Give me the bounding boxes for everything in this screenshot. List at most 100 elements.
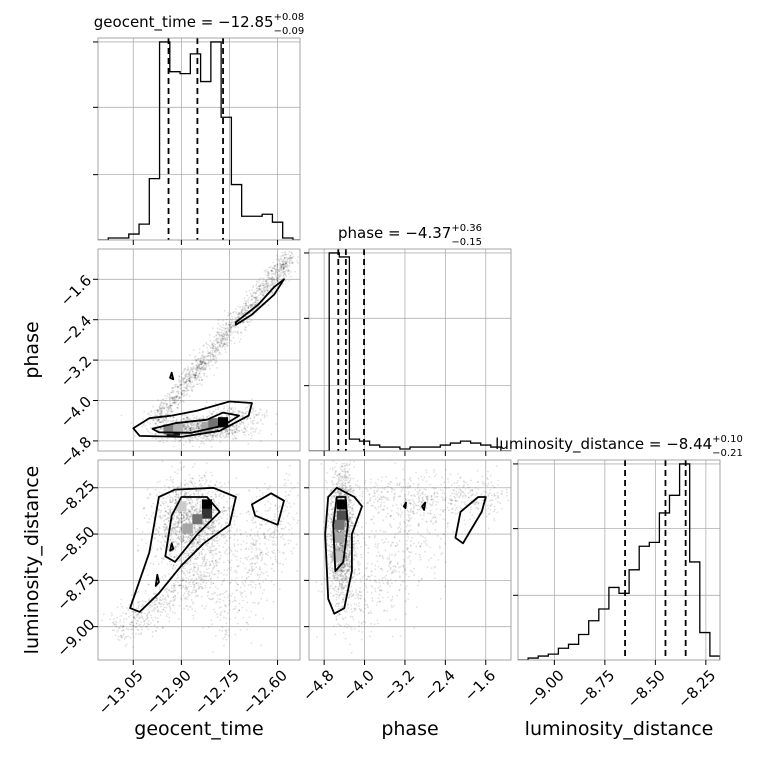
- sample-point: [189, 502, 191, 504]
- sample-point: [227, 335, 230, 337]
- sample-point: [300, 508, 302, 510]
- sample-point: [253, 297, 256, 299]
- sample-point: [267, 551, 270, 554]
- sample-point: [191, 385, 194, 388]
- sample-point: [180, 433, 182, 436]
- sample-point: [204, 574, 206, 577]
- sample-point: [129, 623, 132, 626]
- sample-point: [183, 374, 186, 377]
- sample-point: [250, 573, 252, 576]
- sample-point: [238, 609, 241, 612]
- sample-point: [251, 303, 254, 306]
- sample-point: [218, 435, 221, 438]
- sample-point: [278, 275, 281, 278]
- sample-point: [180, 529, 183, 532]
- sample-point: [251, 420, 254, 422]
- sample-point: [262, 277, 265, 280]
- sample-point: [259, 277, 262, 279]
- sample-point: [218, 334, 221, 337]
- sample-point: [231, 321, 234, 324]
- sample-point: [224, 535, 227, 538]
- sample-point: [228, 415, 231, 417]
- sample-point: [140, 615, 143, 617]
- sample-point: [199, 506, 202, 508]
- sample-point: [255, 287, 258, 289]
- sample-point: [228, 433, 231, 435]
- sample-point: [202, 366, 204, 368]
- sample-point: [163, 539, 166, 541]
- sample-point: [184, 423, 186, 426]
- sample-point: [206, 437, 209, 440]
- sample-point: [219, 557, 222, 560]
- sample-point: [157, 531, 160, 534]
- sample-point: [186, 417, 189, 420]
- sample-point: [235, 425, 238, 428]
- sample-point: [281, 534, 284, 537]
- sample-point: [143, 600, 146, 603]
- sample-point: [159, 596, 162, 599]
- sample-point: [287, 269, 290, 272]
- sample-point: [275, 270, 278, 273]
- sample-point: [226, 431, 229, 433]
- sample-point: [177, 545, 179, 548]
- sample-point: [223, 346, 226, 348]
- sample-point: [248, 297, 250, 299]
- sample-point: [200, 564, 203, 567]
- sample-point: [164, 536, 167, 538]
- sample-point: [147, 413, 150, 416]
- sample-point: [218, 337, 220, 340]
- sample-point: [235, 311, 238, 314]
- sample-point: [283, 268, 285, 270]
- sample-point: [122, 634, 125, 636]
- sample-point: [289, 275, 292, 278]
- sample-point: [188, 501, 191, 504]
- sample-point: [189, 369, 192, 371]
- sample-point: [209, 440, 211, 442]
- sample-point: [164, 394, 166, 397]
- sample-point: [245, 291, 248, 293]
- sample-point: [210, 549, 212, 552]
- sample-point: [166, 527, 169, 530]
- sample-point: [156, 617, 159, 620]
- sample-point: [191, 542, 194, 545]
- sample-point: [242, 321, 245, 324]
- sample-point: [172, 591, 175, 594]
- sample-point: [234, 431, 237, 434]
- sample-point: [143, 623, 146, 625]
- sample-point: [191, 608, 194, 611]
- sample-point: [282, 510, 285, 513]
- sample-point: [183, 390, 186, 392]
- sample-point: [175, 556, 178, 558]
- sample-point: [189, 538, 192, 541]
- sample-point: [272, 279, 274, 282]
- sample-point: [168, 602, 171, 605]
- sample-point: [208, 518, 210, 521]
- sample-point: [202, 441, 204, 443]
- sample-point: [191, 501, 194, 504]
- sample-point: [200, 363, 202, 366]
- sample-point: [167, 413, 170, 416]
- sample-point: [204, 523, 207, 525]
- sample-point: [180, 525, 183, 528]
- sample-point: [177, 576, 180, 579]
- sample-point: [154, 538, 157, 540]
- sample-point: [290, 271, 293, 273]
- sample-point: [222, 506, 225, 509]
- sample-point: [177, 494, 180, 497]
- sample-point: [145, 626, 148, 628]
- sample-point: [179, 558, 182, 561]
- sample-point: [186, 387, 188, 390]
- sample-point: [168, 553, 171, 556]
- sample-point: [197, 426, 200, 429]
- sample-point: [156, 605, 159, 608]
- sample-point: [190, 493, 193, 496]
- sample-point: [191, 545, 194, 548]
- sample-point: [198, 543, 201, 546]
- sample-point: [261, 520, 264, 522]
- sample-point: [198, 372, 201, 375]
- sample-point: [186, 592, 189, 595]
- sample-point: [224, 604, 226, 606]
- sample-point: [154, 433, 157, 436]
- sample-point: [172, 499, 174, 502]
- sample-point: [204, 368, 207, 371]
